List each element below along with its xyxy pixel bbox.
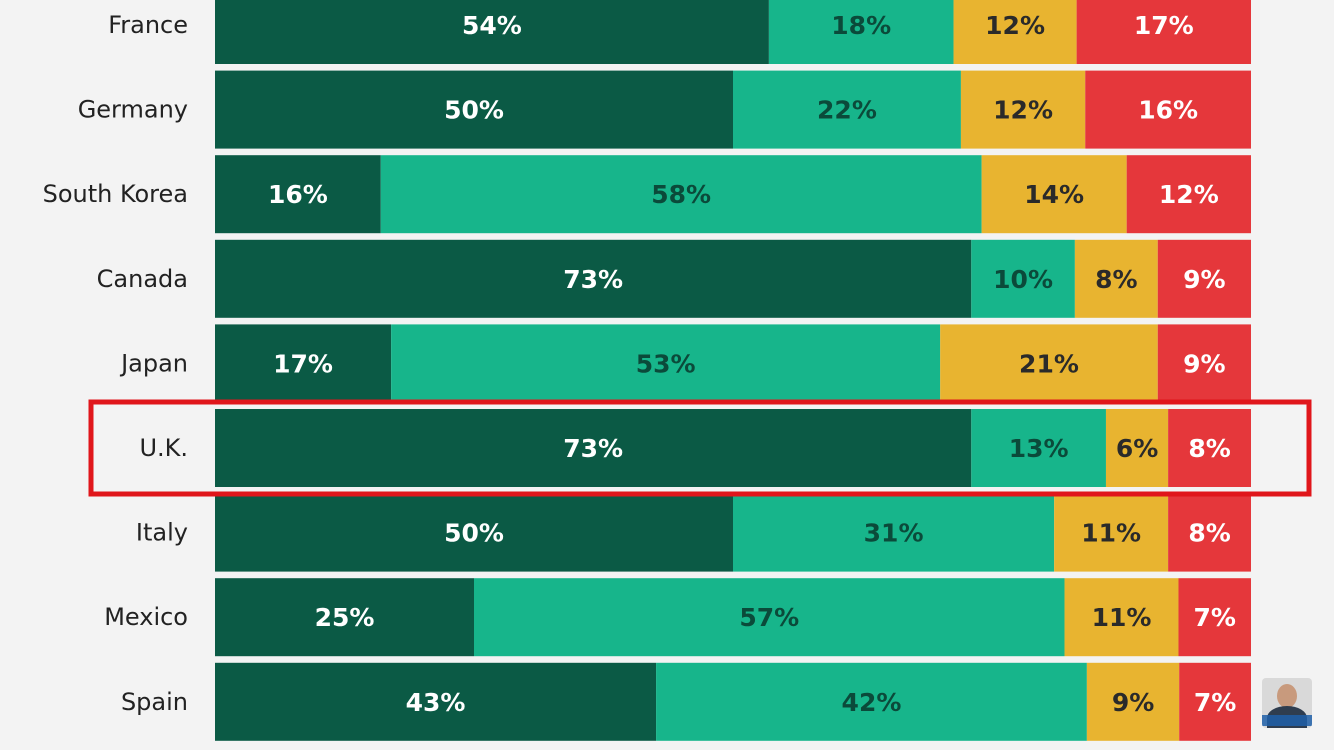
bar-segment — [215, 0, 769, 64]
bar-segment — [391, 324, 941, 403]
bar-segment — [1179, 662, 1251, 741]
data-label: 16% — [1138, 96, 1198, 125]
data-label: 57% — [739, 603, 799, 632]
bar-row-germany: Germany 50% 22% 12% 16% — [78, 70, 1251, 149]
bar-segment — [768, 0, 954, 64]
bar-segment — [971, 239, 1075, 318]
bar-segment — [215, 409, 972, 487]
bar-segment — [1076, 0, 1251, 64]
data-label: 17% — [273, 349, 333, 378]
bar-segment — [1064, 578, 1179, 657]
bar-segment — [940, 324, 1158, 403]
bar-segment — [656, 662, 1087, 741]
bar-segment — [733, 70, 961, 149]
data-label: 10% — [993, 265, 1053, 294]
data-label: 11% — [1081, 519, 1141, 548]
bar-segment — [971, 409, 1106, 487]
bar-segment — [215, 493, 733, 572]
data-label: 12% — [1159, 180, 1219, 209]
bar-row-france: France 54% 18% 12% 17% — [108, 0, 1251, 64]
bar-segment — [960, 70, 1086, 149]
bar-segment — [215, 324, 392, 403]
bar-segment — [380, 155, 982, 234]
data-label: 50% — [444, 519, 504, 548]
bar-segment — [1157, 324, 1251, 403]
bar-segment — [1126, 155, 1251, 234]
data-label: 73% — [563, 434, 623, 463]
data-label: 42% — [842, 688, 902, 717]
data-label: 9% — [1183, 349, 1225, 378]
bar-row-italy: Italy 50% 31% 11% 8% — [136, 493, 1251, 572]
data-label: 8% — [1188, 434, 1230, 463]
data-label: 54% — [462, 11, 522, 40]
bar-segment — [474, 578, 1065, 657]
highlight-box — [88, 399, 1312, 497]
category-label: Canada — [97, 265, 188, 293]
data-label: 22% — [817, 96, 877, 125]
avatar-watermark — [1262, 715, 1312, 726]
bar-segment — [1086, 662, 1180, 741]
bar-segment — [1105, 409, 1169, 487]
data-label: 6% — [1116, 434, 1158, 463]
data-label: 12% — [985, 11, 1045, 40]
bar-row-u-k: U.K. 73% 13% 6% 8% — [139, 409, 1251, 487]
avatar-head — [1277, 684, 1297, 708]
bar-segment — [215, 155, 381, 234]
bar-row-canada: Canada 73% 10% 8% 9% — [97, 239, 1251, 318]
data-label: 31% — [864, 519, 924, 548]
bar-segment — [215, 578, 474, 657]
bar-row-south-korea: South Korea 16% 58% 14% 12% — [43, 155, 1251, 234]
category-label: Spain — [121, 688, 188, 716]
data-label: 14% — [1024, 180, 1084, 209]
bar-segment — [1168, 493, 1251, 572]
data-label: 43% — [406, 688, 466, 717]
data-label: 7% — [1194, 688, 1236, 717]
data-label: 25% — [315, 603, 375, 632]
data-label: 53% — [636, 349, 696, 378]
bar-segment — [1054, 493, 1169, 572]
bar-segment — [215, 70, 733, 149]
data-label: 58% — [651, 180, 711, 209]
data-label: 8% — [1095, 265, 1137, 294]
category-label: Italy — [136, 519, 188, 547]
data-label: 21% — [1019, 349, 1079, 378]
data-label: 17% — [1134, 11, 1194, 40]
category-label: Mexico — [104, 603, 188, 631]
data-label: 50% — [444, 96, 504, 125]
bar-segment — [981, 155, 1127, 234]
bar-segment — [1157, 239, 1251, 318]
data-label: 16% — [268, 180, 328, 209]
bar-segment — [1168, 409, 1251, 487]
bar-row-spain: Spain 43% 42% 9% 7% — [121, 662, 1251, 741]
bar-segment — [1085, 70, 1251, 149]
category-label: Japan — [119, 349, 188, 377]
bar-segment — [215, 239, 972, 318]
category-label: France — [108, 11, 188, 39]
bar-segment — [1178, 578, 1251, 657]
data-label: 11% — [1092, 603, 1152, 632]
data-label: 9% — [1112, 688, 1154, 717]
data-label: 7% — [1194, 603, 1236, 632]
channel-avatar — [1262, 678, 1312, 728]
data-label: 13% — [1009, 434, 1069, 463]
category-label: Germany — [78, 96, 188, 124]
bar-row-mexico: Mexico 25% 57% 11% 7% — [104, 578, 1251, 657]
data-label: 8% — [1188, 519, 1230, 548]
bar-row-japan: Japan 17% 53% 21% 9% — [119, 324, 1251, 403]
bar-segment — [215, 662, 657, 741]
data-label: 18% — [831, 11, 891, 40]
bar-segment — [1074, 239, 1158, 318]
data-label: 12% — [993, 96, 1053, 125]
bar-segment — [733, 493, 1055, 572]
category-label: South Korea — [43, 180, 188, 208]
bar-segment — [953, 0, 1077, 64]
data-label: 9% — [1183, 265, 1225, 294]
data-label: 73% — [563, 265, 623, 294]
category-label: U.K. — [139, 434, 188, 462]
